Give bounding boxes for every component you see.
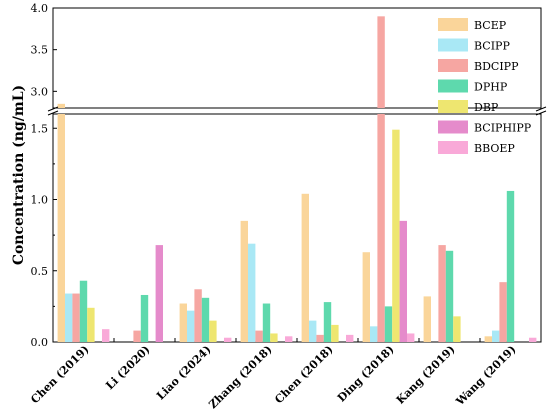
break-slash-upper [535,106,547,112]
legend-swatch-DBP [438,100,468,113]
bar-DBP-6 [453,316,461,342]
bar-BDCIPP-6 [438,245,446,342]
y-tick-label: 1.0 [31,194,49,207]
break-slash-lower [47,110,59,116]
legend-label-DPHP: DPHP [474,81,508,94]
bar-DBP-2 [209,320,217,342]
upper-axes-frame [52,7,542,109]
legend-label-BCIPHIPP: BCIPHIPP [474,122,532,135]
category-label: Li (2020) [103,343,152,392]
bar-BBOEP-4 [346,334,354,342]
legend-swatch-BDCIPP [438,59,468,72]
bar-BBOEP-7 [529,337,537,342]
bar-BCIPP-5 [370,326,378,342]
legend-label-BBOEP: BBOEP [474,142,515,155]
bar-BCEP-0-lower [57,114,65,342]
bar-BCEP-3 [240,220,248,342]
y-axis-label: Concentration (ng/mL) [11,85,27,265]
bar-DBP-4 [331,324,339,342]
bar-BDCIPP-4 [316,334,324,342]
bar-DBP-3 [270,333,278,342]
bar-BDCIPP-3 [255,330,263,342]
bar-DBP-0 [87,307,95,342]
bar-BCEP-5 [362,252,370,342]
y-tick-label: 4.0 [31,2,49,15]
legend: BCEP BCIPP BDCIPP DPHP DBP BCIPHIPP BBOEP [438,18,532,155]
bar-BCIPHIPP-5 [399,220,407,342]
category-label: Wang (2019) [453,343,519,409]
legend-swatch-BCIPHIPP [438,120,468,134]
legend-label-BCEP: BCEP [474,19,507,32]
bar-BBOEP-0 [102,329,110,342]
legend-label-DBP: DBP [474,101,499,114]
bar-BDCIPP-7 [499,282,507,342]
category-label: Ding (2018) [335,343,397,405]
legend-label-BDCIPP: BDCIPP [474,60,519,73]
bar-BCIPP-0 [65,293,73,342]
bar-BCIPHIPP-1 [155,245,163,342]
bar-BDCIPP-0 [72,293,80,342]
bar-BCIPP-4 [309,320,317,342]
category-label: Chen (2019) [28,343,91,406]
bar-DPHP-0 [79,280,88,342]
bar-BBOEP-3 [285,336,293,342]
bar-DPHP-7 [506,190,515,342]
upper-panel [52,7,542,109]
bar-BBOEP-2 [224,337,232,342]
ticks: 0.0 0.5 1.0 1.5 3.0 3.5 4.0 [31,2,542,349]
bars [57,16,537,342]
legend-swatch-BBOEP [438,141,468,154]
bar-DBP-5 [392,129,400,342]
legend-swatch-DPHP [438,79,468,93]
category-label: Zhang (2018) [206,343,274,409]
legend-swatch-BCIPP [438,38,468,52]
legend-swatch-BCEP [438,18,468,31]
bar-BDCIPP-2 [194,289,202,342]
bar-BDCIPP-5-lower [377,114,385,342]
break-gap [535,108,547,114]
bar-BDCIPP-1 [133,330,141,342]
bar-BBOEP-5 [407,333,415,342]
break-gap [47,108,59,114]
bar-BCEP-0-upper [57,103,65,108]
bar-BCIPP-3 [248,243,256,342]
category-labels: Chen (2019) Li (2020) Liao (2024)Zhang (20… [28,343,518,409]
bar-DPHP-4 [323,302,332,342]
bar-BCEP-6 [423,296,431,342]
bar-BCEP-2 [179,303,187,342]
bar-BCIPP-7 [492,330,500,342]
bar-DPHP-2 [201,297,210,342]
y-tick-label: 1.5 [31,122,49,135]
category-label: Kang (2019) [394,343,458,407]
bar-DPHP-1 [140,294,149,342]
bar-BCEP-7 [484,336,492,342]
bar-DPHP-5 [384,306,393,342]
bar-DPHP-3 [262,303,271,342]
bar-BCEP-4 [301,193,309,342]
y-tick-label: 3.5 [31,44,49,57]
category-label: Chen (2018) [272,343,335,406]
y-tick-label: 0.0 [31,336,49,349]
break-slash-lower [535,110,547,116]
break-slash-upper [47,106,59,112]
bar-BDCIPP-5-upper [377,16,385,108]
y-tick-label: 3.0 [31,85,49,98]
axis-break-marks [47,106,547,116]
legend-label-BCIPP: BCIPP [474,40,510,53]
category-label: Liao (2024) [154,343,214,403]
bar-DPHP-6 [445,250,454,342]
bar-BCIPP-2 [187,310,195,342]
y-tick-label: 0.5 [31,265,49,278]
